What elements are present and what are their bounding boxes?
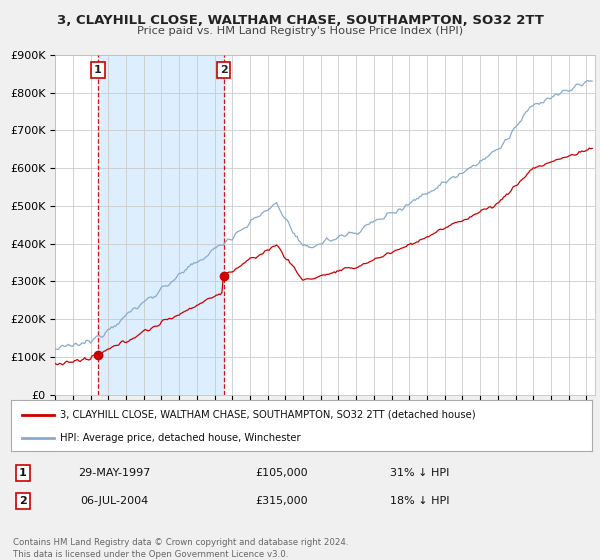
Text: 18% ↓ HPI: 18% ↓ HPI [390,496,450,506]
Text: 2: 2 [19,496,26,506]
Text: Contains HM Land Registry data © Crown copyright and database right 2024.
This d: Contains HM Land Registry data © Crown c… [13,538,349,559]
Bar [98,55,224,395]
Text: £105,000: £105,000 [256,468,308,478]
Text: HPI: Average price, detached house, Winchester: HPI: Average price, detached house, Winc… [60,433,301,443]
Text: 31% ↓ HPI: 31% ↓ HPI [391,468,449,478]
Text: 3, CLAYHILL CLOSE, WALTHAM CHASE, SOUTHAMPTON, SO32 2TT: 3, CLAYHILL CLOSE, WALTHAM CHASE, SOUTHA… [56,14,544,27]
Text: 06-JUL-2004: 06-JUL-2004 [80,496,148,506]
Text: 1: 1 [19,468,26,478]
Text: 29-MAY-1997: 29-MAY-1997 [78,468,150,478]
Text: £315,000: £315,000 [256,496,308,506]
Text: 2: 2 [220,65,227,75]
Text: 1: 1 [94,65,102,75]
Text: Price paid vs. HM Land Registry's House Price Index (HPI): Price paid vs. HM Land Registry's House … [137,26,463,36]
Text: 3, CLAYHILL CLOSE, WALTHAM CHASE, SOUTHAMPTON, SO32 2TT (detached house): 3, CLAYHILL CLOSE, WALTHAM CHASE, SOUTHA… [60,409,476,419]
